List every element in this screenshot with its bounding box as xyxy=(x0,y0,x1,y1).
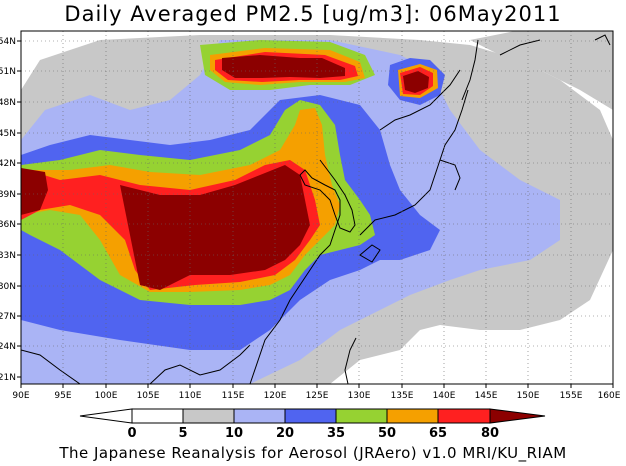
coastlines xyxy=(21,34,611,384)
lat-tick-label: 33N xyxy=(0,251,16,261)
lon-tick-label: 95E xyxy=(54,391,71,401)
lat-tick-label: 51N xyxy=(0,67,16,77)
lon-tick-label: 120E xyxy=(264,391,287,401)
colorbar xyxy=(79,408,546,424)
lat-tick-label: 54N xyxy=(0,37,16,47)
lat-tick-label: 42N xyxy=(0,159,16,169)
lon-tick-label: 115E xyxy=(222,391,245,401)
lat-tick-label: 39N xyxy=(0,190,16,200)
colorbar-label: 65 xyxy=(429,426,447,441)
band-darkred xyxy=(21,168,48,215)
lat-tick-label: 24N xyxy=(0,342,16,352)
concentration-field xyxy=(21,31,613,384)
colorbar-label: 20 xyxy=(276,426,294,441)
footer-credit: The Japanese Reanalysis for Aerosol (JRA… xyxy=(59,444,567,462)
lon-tick-labels: 90E 95E 100E 105E 110E 115E 120E 125E 13… xyxy=(12,391,620,401)
lat-tick-labels: 21N 24N 27N 30N 33N 36N 39N 42N 45N 48N … xyxy=(0,37,16,383)
colorbar-label: 80 xyxy=(481,426,499,441)
colorbar-label: 50 xyxy=(378,426,396,441)
colorbar-arrow-left xyxy=(79,408,133,424)
colorbar-swatch xyxy=(386,408,439,424)
lon-tick-label: 110E xyxy=(179,391,202,401)
lat-tick-label: 27N xyxy=(0,312,16,322)
lon-tick-label: 160E xyxy=(598,391,621,401)
lon-tick-label: 155E xyxy=(560,391,583,401)
map-title: Daily Averaged PM2.5 [ug/m3]: 06May2011 xyxy=(64,2,562,26)
lon-tick-label: 125E xyxy=(306,391,329,401)
band-darkred-ne xyxy=(222,55,345,78)
band-darkred-main xyxy=(120,165,310,290)
lat-tick-label: 48N xyxy=(0,98,16,108)
lat-tick-label: 45N xyxy=(0,129,16,139)
band-gray-east xyxy=(470,31,613,110)
lon-tick-label: 135E xyxy=(391,391,414,401)
ticks xyxy=(17,40,614,388)
colorbar-label: 5 xyxy=(178,426,187,441)
colorbar-label: 35 xyxy=(327,426,345,441)
lon-tick-label: 140E xyxy=(433,391,456,401)
lat-tick-label: 36N xyxy=(0,220,16,230)
colorbar-swatch xyxy=(182,408,235,424)
gridlines xyxy=(21,31,613,384)
lon-tick-label: 90E xyxy=(12,391,29,401)
colorbar-label: 10 xyxy=(225,426,243,441)
lon-tick-label: 105E xyxy=(137,391,160,401)
colorbar-swatch xyxy=(335,408,388,424)
lat-tick-label: 30N xyxy=(0,282,16,292)
lon-tick-label: 145E xyxy=(475,391,498,401)
lat-tick-label: 21N xyxy=(0,373,16,383)
colorbar-swatch xyxy=(437,408,491,424)
colorbar-swatch xyxy=(284,408,337,424)
band-darkred-e xyxy=(403,71,429,93)
lon-tick-label: 100E xyxy=(95,391,118,401)
lon-tick-label: 150E xyxy=(517,391,540,401)
lon-tick-label: 130E xyxy=(348,391,371,401)
colorbar-swatch xyxy=(131,408,184,424)
colorbar-swatch xyxy=(233,408,286,424)
colorbar-labels: 0 5 10 20 35 50 65 80 xyxy=(127,426,499,441)
colorbar-arrow-right xyxy=(489,408,546,424)
colorbar-label: 0 xyxy=(127,426,136,441)
